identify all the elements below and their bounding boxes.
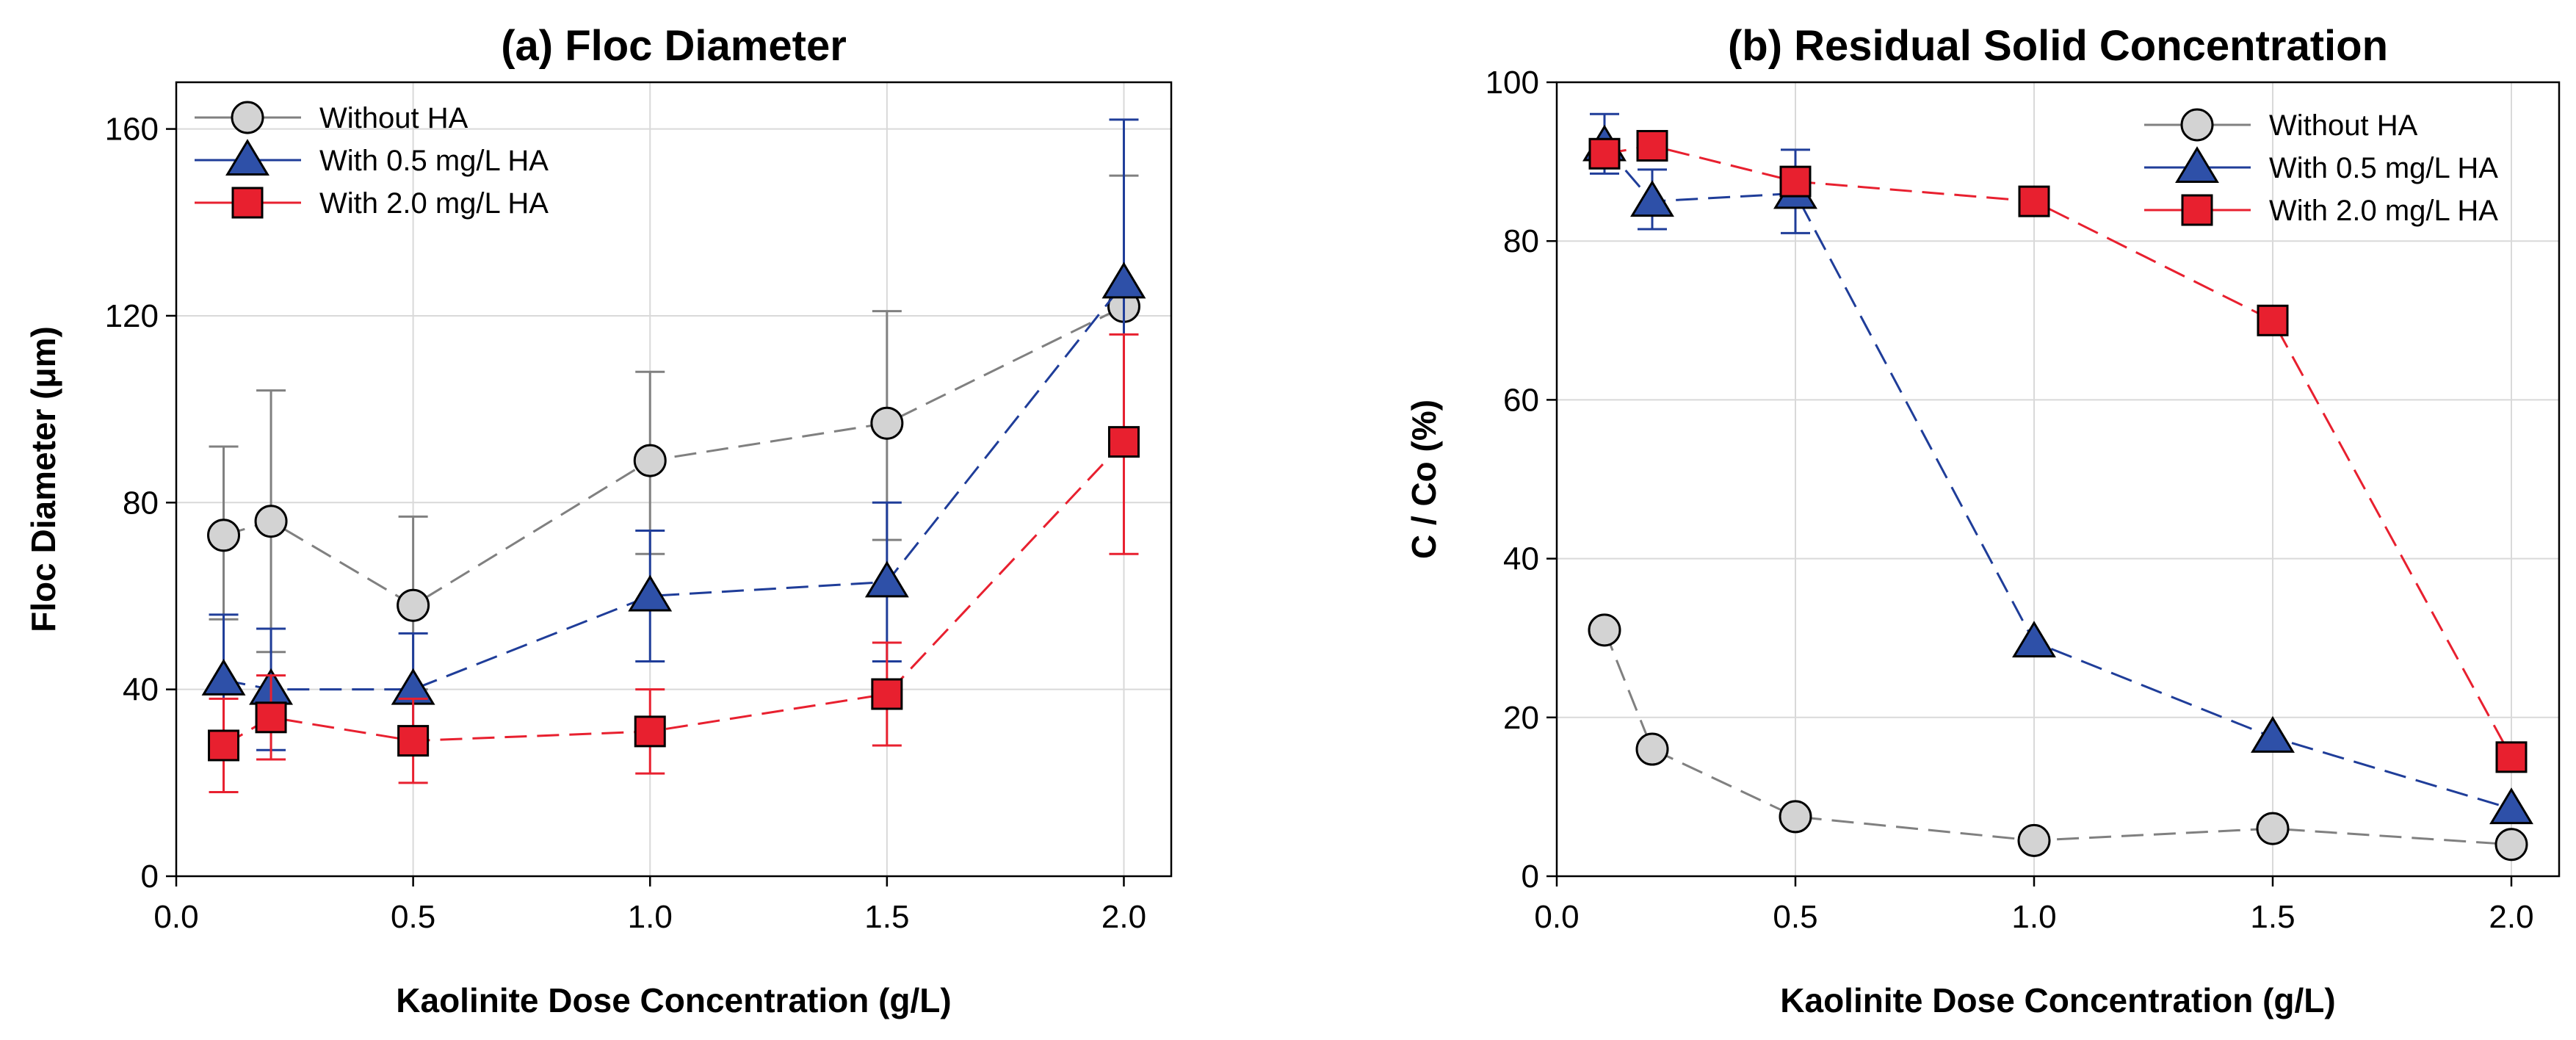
y-tick-label: 160	[105, 112, 159, 148]
data-point	[2495, 741, 2528, 773]
chart-panel-0: 0.0 0.5 1.0 1.5 2.0 0 40 80 120 160 (a) Floc Diame…	[24, 22, 1173, 1019]
chart-title: (b) Residual Solid Concentration	[1728, 22, 2388, 70]
legend-label: With 0.5 mg/L HA	[319, 145, 549, 177]
data-point	[2017, 823, 2051, 857]
y-tick-label: 40	[123, 672, 159, 708]
y-tick-label: 60	[1503, 382, 1539, 418]
legend: Without HA With 0.5 mg/L HA With 2.0 mg/L …	[2144, 108, 2498, 227]
data-point	[2489, 787, 2533, 825]
series-line	[223, 305, 1125, 607]
x-tick-label: 0.0	[153, 899, 198, 935]
data-point	[1779, 165, 1812, 198]
data-point	[1101, 261, 1146, 299]
data-point	[1630, 180, 1674, 217]
x-tick-label: 1.0	[2011, 899, 2056, 935]
data-point	[1779, 800, 1812, 834]
data-point	[397, 725, 430, 757]
data-point	[1636, 129, 1668, 162]
series-line	[1603, 629, 2512, 846]
series-0	[1588, 613, 2528, 862]
data-point	[628, 574, 673, 612]
series-line	[1603, 145, 2512, 810]
legend-label: Without HA	[319, 102, 468, 134]
y-tick-label: 40	[1503, 541, 1539, 577]
data-point	[1588, 137, 1621, 170]
data-point	[397, 588, 430, 622]
y-tick-label: 80	[1503, 223, 1539, 259]
legend: Without HA With 0.5 mg/L HA With 2.0 mg/L …	[195, 101, 549, 220]
series-line	[1604, 144, 2513, 758]
legend-label: Without HA	[2269, 109, 2418, 142]
data-point	[2018, 185, 2050, 217]
data-point	[2012, 621, 2056, 658]
x-tick-label: 2.0	[1101, 899, 1146, 935]
x-tick-label: 1.5	[864, 899, 909, 935]
x-tick-label: 1.5	[2250, 899, 2295, 935]
series-0	[207, 174, 1140, 691]
x-tick-label: 0.0	[1534, 899, 1579, 935]
y-tick-label: 0	[1522, 859, 1539, 895]
legend-marker	[2180, 108, 2214, 142]
series-2	[1588, 129, 2528, 773]
plot-frame	[1555, 81, 2561, 878]
data-point	[1107, 426, 1140, 458]
legend-marker	[2181, 194, 2213, 226]
data-point	[208, 729, 240, 762]
data-point	[864, 560, 909, 598]
y-tick-label: 120	[105, 298, 159, 334]
data-point	[870, 406, 904, 440]
y-axis-title: Floc Diameter (μm)	[24, 326, 62, 632]
x-tick-label: 0.5	[391, 899, 435, 935]
data-point	[207, 519, 241, 552]
legend-marker	[225, 139, 269, 176]
legend-label: With 2.0 mg/L HA	[319, 187, 549, 220]
data-point	[1588, 613, 1621, 647]
data-point	[633, 444, 667, 477]
data-point	[2494, 828, 2528, 862]
legend-label: With 2.0 mg/L HA	[2269, 195, 2498, 227]
chart-panel-1: 0.0 0.5 1.0 1.5 2.0 0 20 40 60 80 100 (b) Residual …	[1405, 22, 2561, 1019]
plot-frame	[175, 81, 1173, 878]
x-axis-title: Kaolinite Dose Concentration (g/L)	[1780, 981, 2335, 1019]
legend-marker	[231, 101, 264, 134]
y-axis-title: C / Co (%)	[1405, 400, 1443, 559]
y-tick-label: 0	[141, 859, 159, 895]
legend-label: With 0.5 mg/L HA	[2269, 152, 2498, 184]
chart-title: (a) Floc Diameter	[501, 22, 847, 70]
data-point	[1635, 732, 1669, 766]
series-line	[223, 282, 1125, 691]
y-tick-label: 80	[123, 485, 159, 521]
x-tick-label: 1.0	[628, 899, 673, 935]
data-point	[255, 701, 287, 734]
data-point	[2257, 304, 2289, 336]
data-point	[2256, 812, 2290, 845]
data-point	[201, 659, 246, 696]
x-tick-label: 0.5	[1773, 899, 1817, 935]
data-point	[2251, 715, 2295, 753]
x-axis-title: Kaolinite Dose Concentration (g/L)	[396, 981, 951, 1019]
y-tick-label: 20	[1503, 700, 1539, 736]
legend-marker	[2175, 146, 2219, 183]
legend-marker	[231, 187, 264, 219]
y-tick-label: 100	[1486, 65, 1539, 101]
data-point	[634, 715, 666, 748]
data-point	[871, 678, 903, 710]
data-point	[254, 505, 288, 538]
series-2	[208, 333, 1140, 794]
x-tick-label: 2.0	[2489, 899, 2533, 935]
